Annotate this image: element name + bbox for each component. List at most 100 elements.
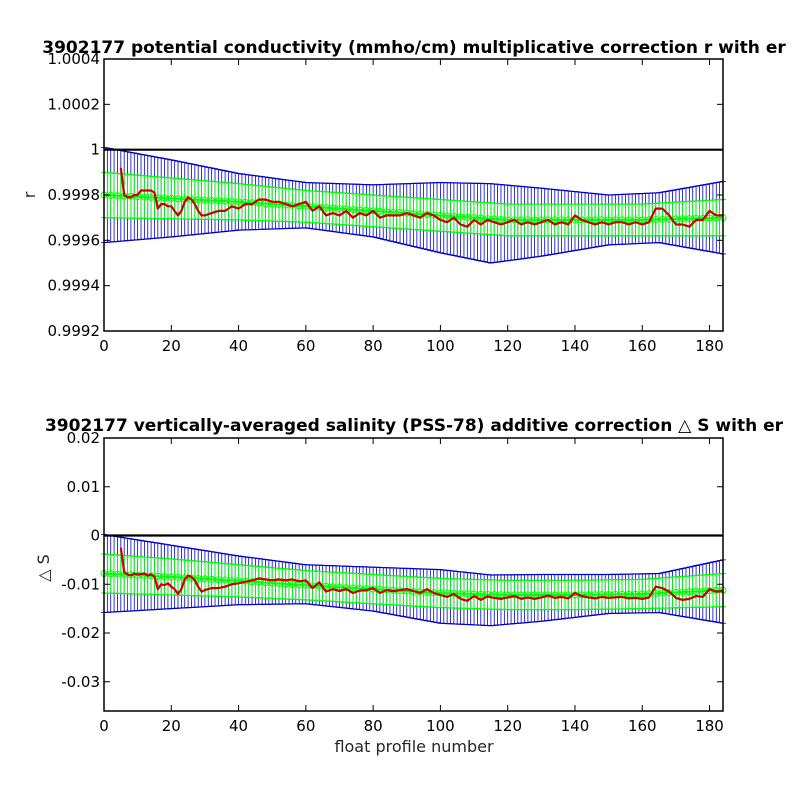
fit-point bbox=[463, 590, 471, 598]
fit-point bbox=[477, 590, 485, 598]
fit-point bbox=[187, 574, 195, 582]
x-tick-label: 0 bbox=[99, 337, 109, 355]
fit-line-mean bbox=[103, 194, 724, 221]
fit-point bbox=[107, 570, 115, 578]
x-tick-label: 140 bbox=[561, 717, 590, 735]
fit-point bbox=[551, 216, 559, 224]
fit-point bbox=[652, 216, 660, 224]
fit-point bbox=[147, 193, 155, 201]
fit-point bbox=[544, 591, 552, 599]
fit-point bbox=[450, 212, 458, 220]
y-axis-label: r bbox=[20, 191, 39, 198]
fit-point bbox=[531, 216, 539, 224]
fit-point bbox=[685, 588, 693, 596]
fit-line-upper bbox=[103, 171, 724, 205]
fit-point bbox=[638, 590, 646, 598]
fit-point bbox=[187, 195, 195, 203]
y-tick-label: 0.9996 bbox=[48, 231, 101, 249]
x-tick-label: 80 bbox=[364, 717, 383, 735]
correction-series bbox=[119, 547, 724, 602]
fit-point bbox=[221, 197, 229, 205]
fit-point bbox=[706, 214, 714, 222]
fit-point bbox=[174, 573, 182, 581]
fit-line-upper bbox=[103, 553, 724, 582]
fit-point bbox=[369, 207, 377, 215]
fit-point bbox=[140, 193, 148, 201]
fit-point bbox=[591, 216, 599, 224]
fit-point bbox=[134, 571, 142, 579]
fit-point bbox=[161, 573, 169, 581]
y-tick-label: 0.01 bbox=[67, 478, 100, 496]
fit-point bbox=[692, 587, 700, 595]
fit-point bbox=[436, 211, 444, 219]
fit-point bbox=[672, 588, 680, 596]
fit-point bbox=[625, 590, 633, 598]
fit-point bbox=[685, 215, 693, 223]
fit-point bbox=[167, 194, 175, 202]
correction-line bbox=[119, 167, 723, 228]
plot-frame bbox=[103, 437, 724, 712]
fit-point bbox=[679, 215, 687, 223]
fit-point bbox=[665, 589, 673, 597]
fit-point bbox=[349, 584, 357, 592]
fit-point bbox=[228, 197, 236, 205]
fit-point bbox=[699, 587, 707, 595]
fit-point bbox=[450, 589, 458, 597]
x-tick-label: 180 bbox=[695, 337, 724, 355]
salinity-correction-panel: 3902177 vertically-averaged salinity (PS… bbox=[34, 416, 784, 756]
fit-point bbox=[349, 206, 357, 214]
y-tick-label: 0.9992 bbox=[48, 322, 101, 340]
panel-1-title: 3902177 potential conductivity (mmho/cm)… bbox=[42, 38, 786, 58]
fit-point bbox=[167, 573, 175, 581]
fit-point bbox=[208, 196, 216, 204]
fit-point bbox=[457, 213, 465, 221]
fit-point bbox=[638, 216, 646, 224]
fit-point bbox=[517, 216, 525, 224]
fit-point bbox=[342, 584, 350, 592]
fit-point bbox=[699, 214, 707, 222]
fit-point bbox=[174, 195, 182, 203]
y-tick-label: 1 bbox=[90, 141, 100, 159]
y-tick-label: 0.9994 bbox=[48, 277, 101, 295]
y-tick-label: -0.01 bbox=[61, 575, 100, 593]
fit-point bbox=[235, 198, 243, 206]
fit-point bbox=[208, 575, 216, 583]
error-envelope-upper bbox=[103, 146, 724, 196]
y-tick-label: 1.0004 bbox=[48, 50, 101, 68]
x-tick-label: 100 bbox=[426, 337, 455, 355]
fit-point bbox=[288, 580, 296, 588]
correction-line bbox=[119, 547, 724, 602]
x-tick-label: 80 bbox=[364, 337, 383, 355]
axis-ticks: 0 20 40 60 80 100 120 140 160 180 0.9992 0.9994 0.99… bbox=[48, 50, 724, 355]
x-tick-label: 20 bbox=[162, 337, 181, 355]
y-tick-label: 0 bbox=[90, 527, 100, 545]
fit-point bbox=[443, 212, 451, 220]
conductivity-correction-panel: 3902177 potential conductivity (mmho/cm)… bbox=[20, 38, 786, 355]
x-tick-label: 40 bbox=[229, 717, 248, 735]
fit-point bbox=[329, 204, 337, 212]
fit-line-lower bbox=[104, 217, 723, 237]
fit-point bbox=[113, 570, 121, 578]
panel-2-title: 3902177 vertically-averaged salinity (PS… bbox=[45, 416, 784, 436]
fit-point bbox=[362, 206, 370, 214]
fit-point bbox=[679, 588, 687, 596]
model-fit-series bbox=[100, 171, 727, 237]
axis-ticks: 0 20 40 60 80 100 120 140 160 180 -0.03 -0.02 -0.01 0… bbox=[61, 429, 724, 735]
fit-point bbox=[430, 589, 438, 597]
fit-point bbox=[214, 576, 222, 584]
fit-point bbox=[605, 216, 613, 224]
fit-point bbox=[625, 216, 633, 224]
y-tick-label: 0.02 bbox=[67, 429, 100, 447]
fit-point bbox=[322, 204, 330, 212]
y-tick-label: 1.0002 bbox=[48, 95, 101, 113]
fit-point bbox=[463, 213, 471, 221]
fit-point bbox=[658, 215, 666, 223]
x-tick-label: 20 bbox=[162, 717, 181, 735]
x-tick-label: 40 bbox=[229, 337, 248, 355]
fit-point bbox=[221, 576, 229, 584]
fit-point bbox=[201, 196, 209, 204]
fit-point bbox=[376, 207, 384, 215]
fit-point bbox=[497, 591, 505, 599]
x-tick-label: 180 bbox=[695, 717, 724, 735]
fit-point bbox=[510, 591, 518, 599]
